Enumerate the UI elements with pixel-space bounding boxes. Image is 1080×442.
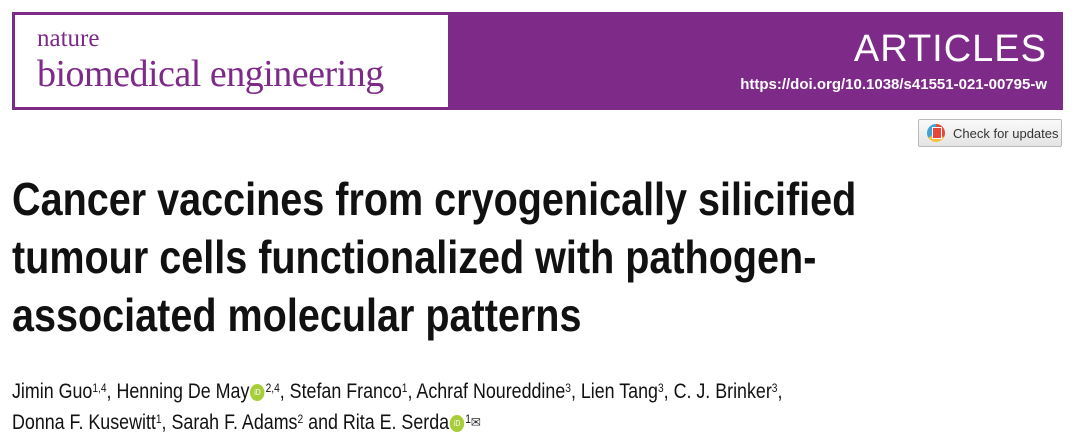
author[interactable]: Stefan Franco [289, 380, 402, 403]
title-line: tumour cells functionalized with pathoge… [12, 231, 817, 283]
separator: , [777, 380, 783, 403]
email-icon[interactable]: ✉ [470, 414, 481, 430]
separator: , [663, 380, 674, 403]
separator: , [407, 380, 417, 403]
affiliation-number: 3 [657, 381, 664, 395]
orcid-icon[interactable]: iD [250, 383, 265, 401]
journal-logo: nature biomedical engineering [15, 15, 448, 107]
check-for-updates-button[interactable]: Check for updates [918, 119, 1062, 147]
author[interactable]: Henning De May [116, 380, 250, 403]
affiliation-number: 1,4 [92, 381, 107, 395]
crossmark-icon [927, 124, 945, 142]
author-list: Jimin Guo1,4, Henning De May iD 2,4, Stefa… [12, 376, 782, 438]
title-line: Cancer vaccines from cryogenically silic… [12, 173, 857, 225]
section-label: ARTICLES [853, 28, 1047, 70]
separator: , [161, 411, 172, 434]
doi-link[interactable]: https://doi.org/10.1038/s41551-021-00795… [740, 76, 1047, 93]
author[interactable]: Jimin Guo [12, 380, 93, 403]
journal-banner: nature biomedical engineering ARTICLES h… [12, 12, 1063, 110]
author[interactable]: Lien Tang [580, 380, 658, 403]
affiliation-number: 1 [401, 381, 408, 395]
affiliation-number: 1 [465, 412, 471, 426]
separator: , [570, 380, 581, 403]
author[interactable]: Achraf Noureddine [416, 380, 566, 403]
affiliation-number: 3 [565, 381, 571, 395]
affiliation-number: 2,4 [265, 381, 280, 395]
separator: and [303, 411, 343, 434]
author[interactable]: Sarah F. Adams [171, 411, 298, 434]
affiliation-number: 2 [297, 412, 304, 426]
author[interactable]: Rita E. Serda [342, 411, 450, 434]
orcid-icon[interactable]: iD [449, 414, 465, 432]
logo-journal-name: biomedical engineering [37, 53, 384, 95]
logo-nature: nature [37, 25, 100, 52]
article-title: Cancer vaccines from cryogenically silic… [12, 170, 856, 344]
affiliation-number: 3 [771, 381, 778, 395]
affiliation-number: 1 [155, 412, 162, 426]
check-for-updates-label: Check for updates [953, 125, 1059, 141]
title-line: associated molecular patterns [12, 289, 582, 341]
separator: , [279, 380, 290, 403]
author[interactable]: Donna F. Kusewitt [12, 411, 156, 434]
author[interactable]: C. J. Brinker [673, 380, 772, 403]
separator: , [106, 380, 117, 403]
